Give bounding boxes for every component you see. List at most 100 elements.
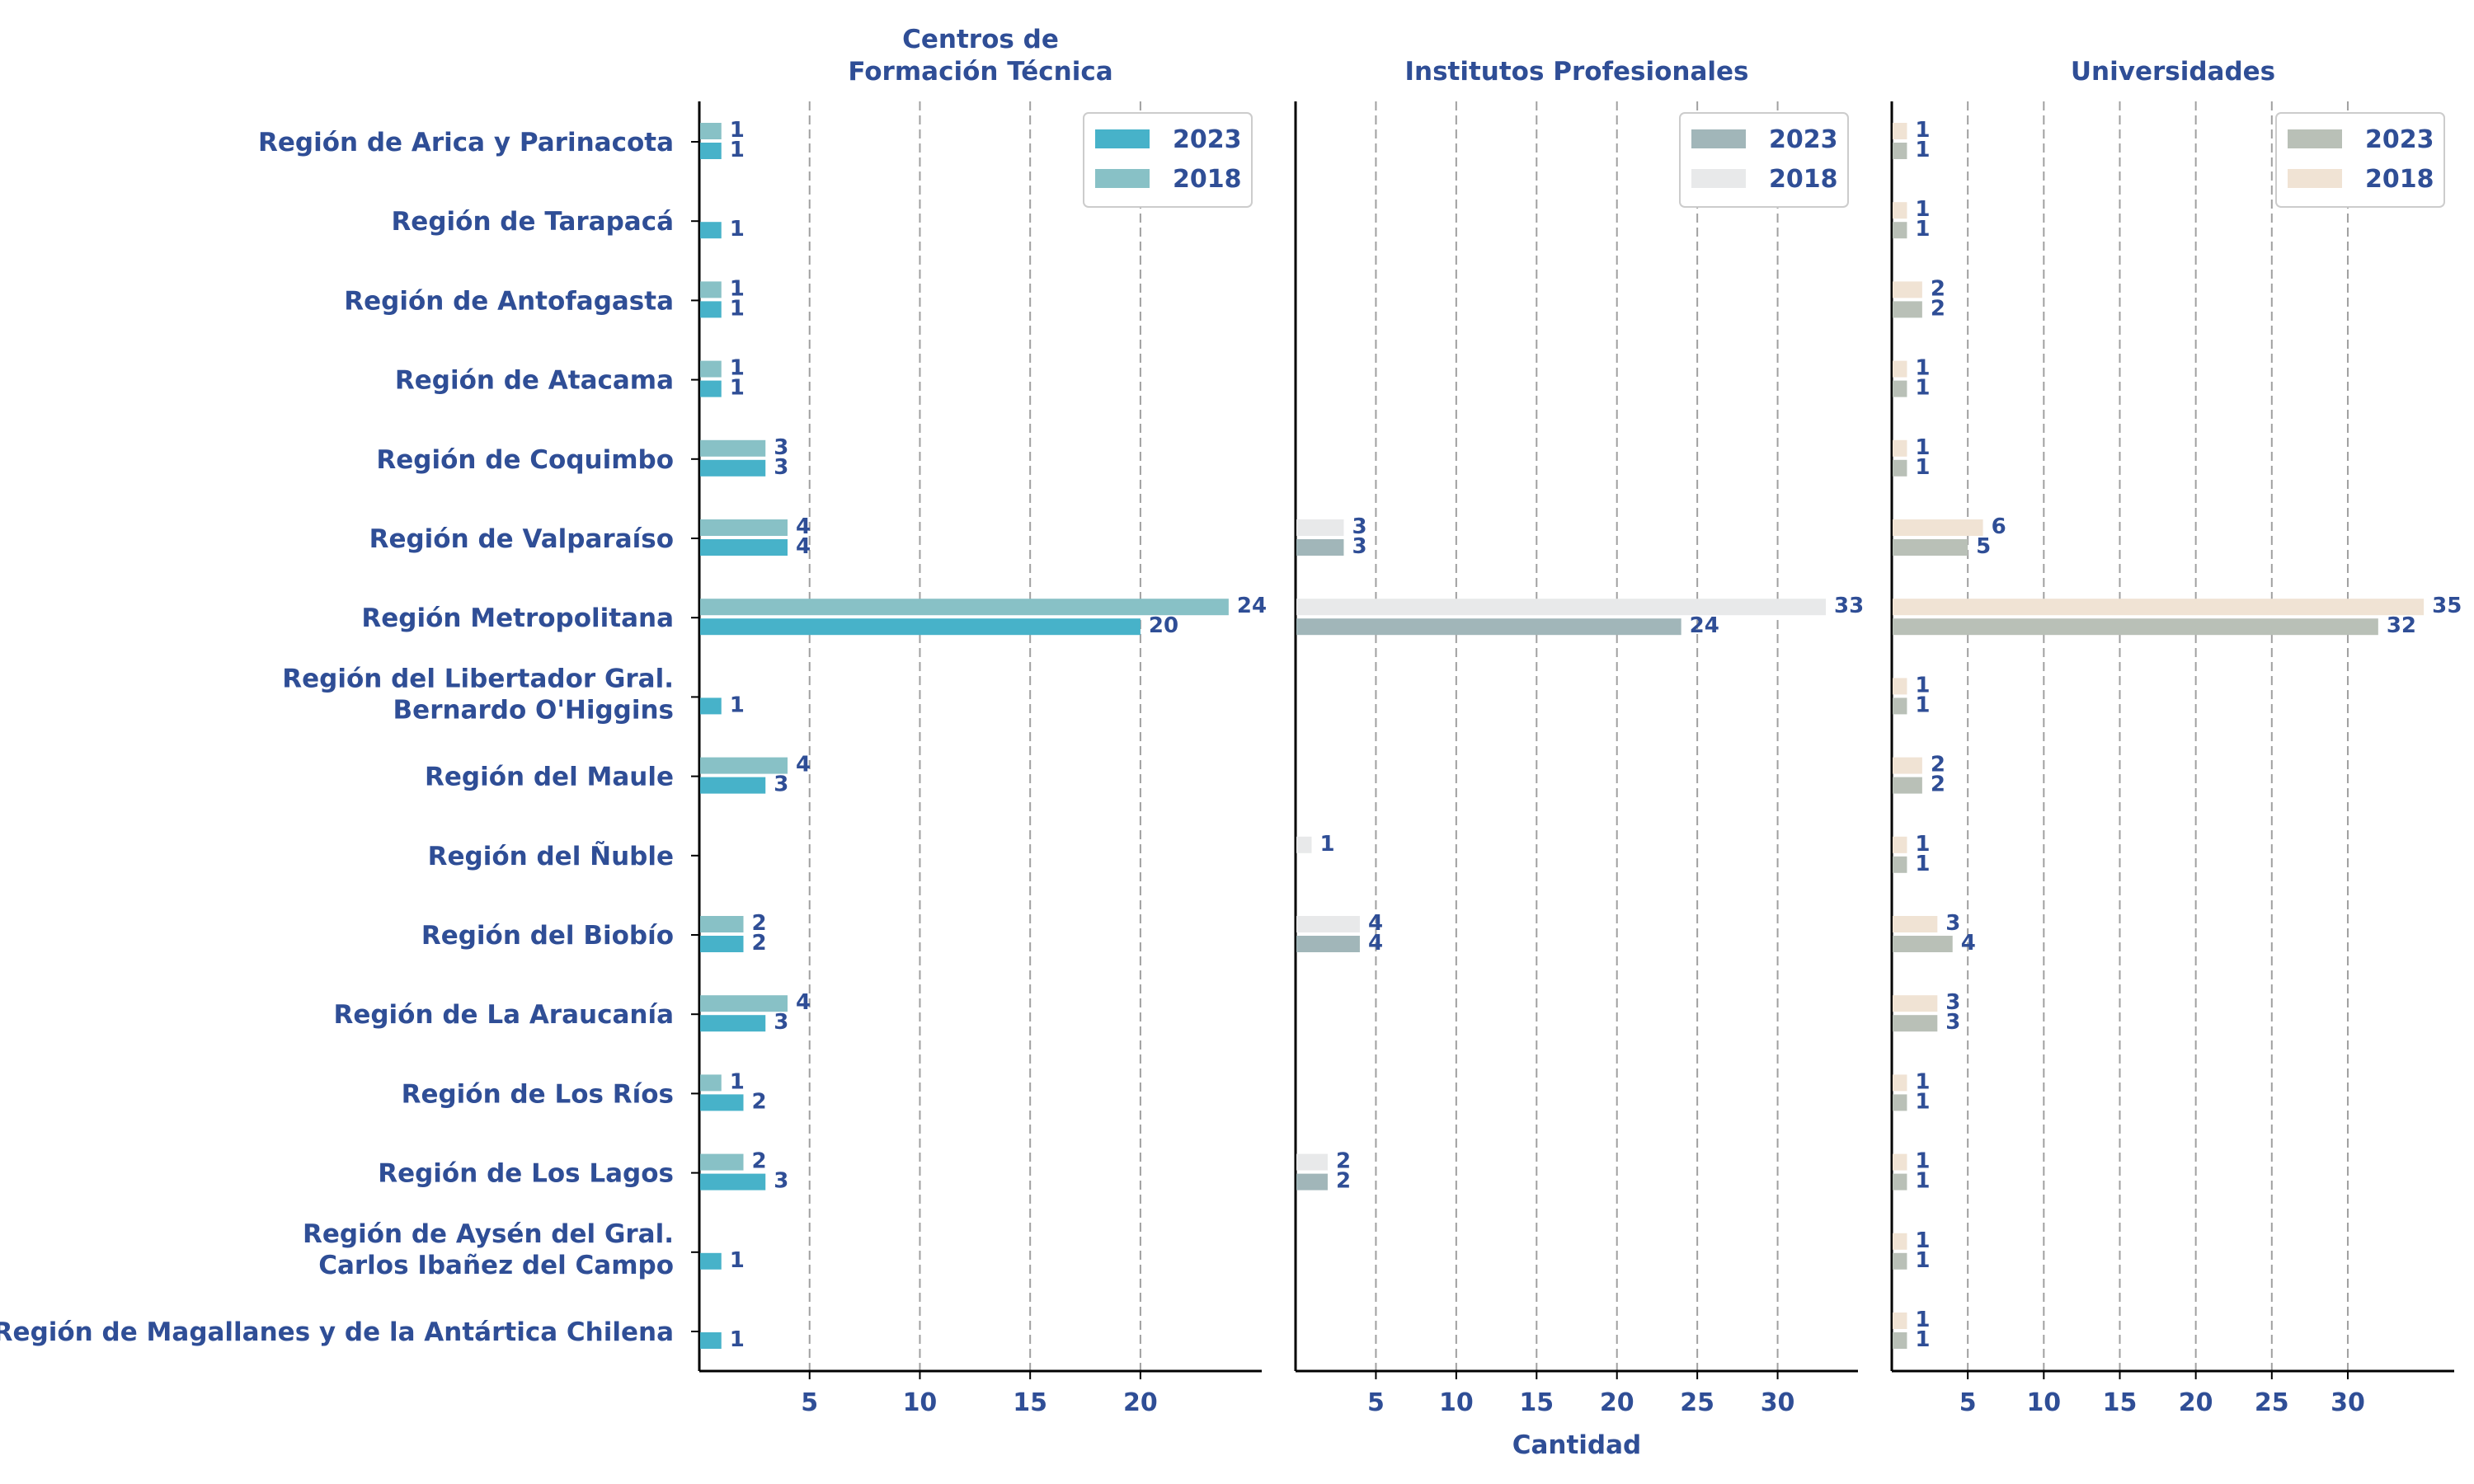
bar-2018: [1296, 836, 1312, 853]
panel-title-line: Centros de: [902, 25, 1059, 54]
bar-2018: [1893, 1153, 1907, 1171]
legend-label: 2018: [1173, 165, 1242, 194]
legend-label: 2023: [1173, 125, 1242, 154]
category-label-line: Región de Valparaíso: [369, 524, 674, 554]
category-label-line: Región de Aysén del Gral.: [303, 1219, 674, 1249]
data-label: 2: [1931, 276, 1945, 301]
x-tick-label: 10: [2026, 1388, 2061, 1417]
data-label: 3: [774, 435, 788, 460]
data-label: 1: [1915, 435, 1930, 460]
data-label: 35: [2432, 594, 2462, 618]
bar-2023: [700, 301, 722, 318]
data-label: 3: [774, 1010, 788, 1035]
bar-2018: [1893, 757, 1922, 774]
bar-2023: [1893, 1252, 1907, 1270]
data-label: 4: [796, 534, 811, 559]
bar-2018: [1893, 1074, 1907, 1092]
bar-2018: [1893, 281, 1922, 298]
category-label: Región del Libertador Gral. Bernardo O'Hi…: [282, 664, 674, 725]
data-label: 1: [1915, 1169, 1930, 1194]
category-label-line: Región de Los Ríos: [402, 1079, 674, 1109]
data-label: 1: [1915, 1327, 1930, 1352]
data-label: 1: [1915, 217, 1930, 242]
category-label-line: Región de Atacama: [395, 366, 674, 396]
data-label: 1: [1915, 376, 1930, 401]
data-label: 3: [1352, 514, 1366, 539]
data-label: 5: [1976, 534, 1991, 559]
data-label: 1: [730, 276, 745, 301]
bar-2018: [1893, 678, 1907, 695]
bar-2018: [700, 599, 1229, 616]
bar-2023: [1893, 459, 1907, 477]
bar-2023: [1296, 539, 1344, 556]
x-tick-label: 5: [1959, 1388, 1977, 1417]
x-tick-label: 15: [1013, 1388, 1047, 1417]
data-label: 4: [796, 990, 811, 1015]
data-label: 1: [730, 138, 745, 162]
bar-2023: [1893, 380, 1907, 397]
bar-2018: [1296, 599, 1827, 616]
panel-3: 5 10 15 20 25 30Universidades1111221111563235…: [1890, 57, 2462, 1417]
bar-2023: [700, 777, 766, 794]
bar-2023: [1893, 856, 1907, 873]
data-label: 1: [730, 1327, 745, 1352]
bar-2023: [1893, 301, 1922, 318]
x-tick-label: 10: [1439, 1388, 1474, 1417]
panel-title-line: Institutos Profesionales: [1404, 57, 1748, 87]
bar-2023: [1893, 1332, 1907, 1349]
category-label-line: Región de Coquimbo: [376, 445, 674, 475]
data-label: 1: [1915, 1308, 1930, 1332]
bar-2023: [1893, 1094, 1907, 1111]
bar-2018: [700, 757, 788, 774]
data-label: 2: [751, 1089, 766, 1114]
data-label: 2: [1336, 1169, 1351, 1194]
data-label: 1: [730, 693, 745, 717]
category-label: Región de Los Lagos: [378, 1159, 674, 1189]
category-label: Región del Maule: [425, 763, 674, 792]
panel-title: Centros de Formación Técnica: [848, 25, 1112, 87]
data-label: 1: [1915, 118, 1930, 143]
data-label: 4: [1961, 931, 1976, 956]
bar-2018: [1296, 916, 1360, 932]
bar-2023: [1893, 1015, 1938, 1032]
bar-2023: [700, 1094, 744, 1111]
bar-2018: [1893, 836, 1907, 853]
bar-2023: [700, 380, 722, 397]
category-label-line: Región del Libertador Gral.: [282, 664, 674, 693]
data-label: 2: [1931, 773, 1945, 797]
data-label: 1: [1915, 673, 1930, 697]
bar-2023: [700, 222, 722, 239]
data-label: 2: [1931, 296, 1945, 321]
bar-2018: [700, 281, 722, 298]
data-label: 1: [1915, 832, 1930, 857]
data-label: 20: [1149, 613, 1178, 638]
data-label: 4: [796, 753, 811, 777]
data-label: 3: [1945, 911, 1960, 936]
data-label: 1: [1915, 138, 1930, 162]
category-label-line: Región del Ñuble: [428, 841, 674, 871]
bar-2018: [1893, 995, 1938, 1012]
bar-2018: [1893, 1233, 1907, 1250]
panel-title-line: Universidades: [2071, 57, 2275, 87]
category-label: Región de Aysén del Gral. Carlos Ibañez d…: [303, 1219, 674, 1280]
bar-2018: [1296, 1153, 1328, 1171]
category-label-line: Región de Tarapacá: [391, 207, 674, 237]
bar-2018: [1893, 519, 1983, 536]
category-label-line: Región de La Araucanía: [333, 1000, 674, 1030]
data-label: 4: [1368, 911, 1383, 936]
bar-2018: [1893, 1313, 1907, 1329]
bar-2018: [1893, 916, 1938, 932]
data-label: 1: [730, 1248, 745, 1273]
data-label: 2: [751, 1149, 766, 1174]
category-label: Región de Coquimbo: [376, 445, 674, 475]
data-label: 2: [1336, 1149, 1351, 1174]
category-label-line: Región de Antofagasta: [344, 286, 674, 316]
legend-label: 2023: [2365, 125, 2434, 154]
bar-2023: [700, 936, 744, 952]
data-label: 24: [1237, 594, 1267, 618]
data-label: 2: [1931, 753, 1945, 777]
bar-2023: [1893, 618, 2378, 636]
bar-2023: [700, 1252, 722, 1270]
data-label: 3: [774, 455, 788, 480]
